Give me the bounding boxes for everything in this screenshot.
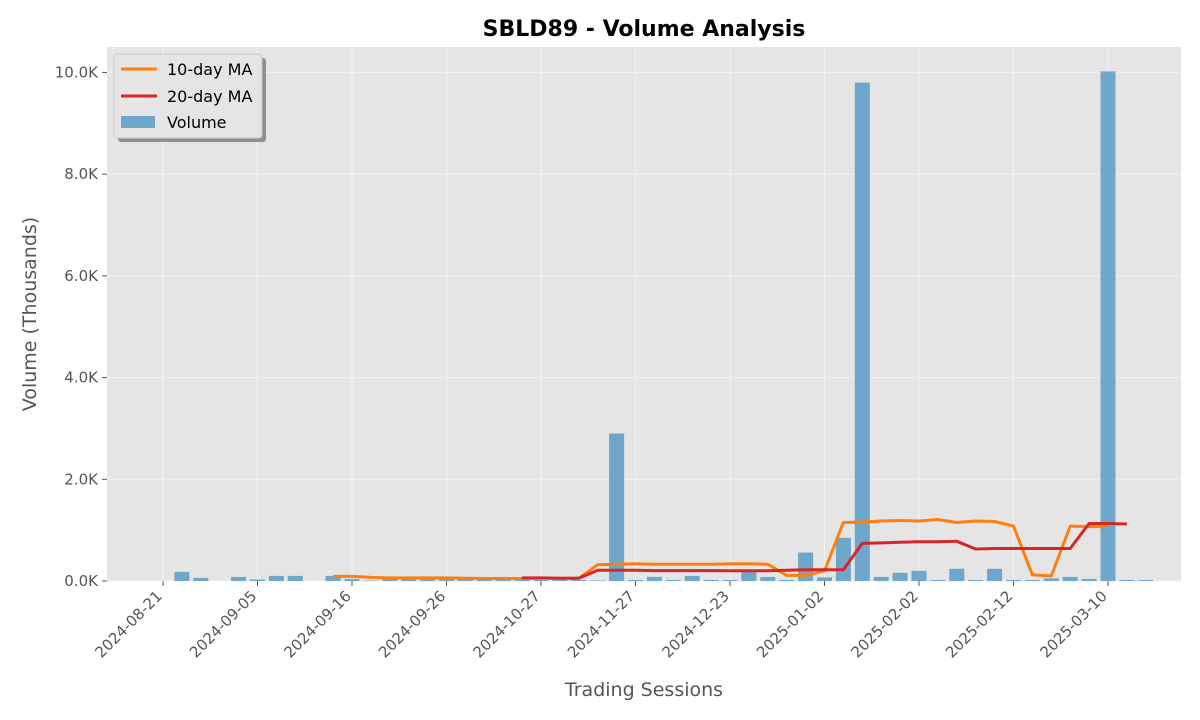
legend-swatch-volume — [121, 116, 155, 128]
volume-bar — [533, 579, 549, 581]
volume-bar — [457, 578, 473, 581]
volume-bar — [476, 579, 492, 581]
volume-bar — [646, 576, 662, 581]
volume-bar — [439, 578, 454, 581]
legend-label-10-day-ma: 10-day MA — [167, 60, 252, 79]
volume-bar — [968, 579, 984, 581]
volume-bar — [287, 575, 303, 581]
volume-bar — [930, 579, 946, 581]
plot-area — [107, 47, 1181, 581]
y-tick-label: 6.0K — [64, 267, 99, 285]
volume-bar — [401, 578, 417, 581]
y-tick-label: 8.0K — [64, 165, 99, 183]
volume-bar — [590, 580, 606, 581]
volume-bar — [1081, 578, 1097, 581]
volume-bar — [1024, 579, 1040, 581]
y-axis-ticks: 0.0K 2.0K 4.0K 6.0K 8.0K 10.0K — [55, 63, 107, 590]
volume-bar — [1119, 579, 1135, 581]
volume-bar — [665, 579, 681, 581]
volume-bar — [1062, 576, 1078, 581]
volume-bar — [344, 578, 360, 581]
x-axis-label: Trading Sessions — [564, 679, 723, 701]
volume-bar — [1043, 578, 1059, 581]
volume-bar — [571, 579, 587, 581]
volume-bar — [628, 579, 643, 581]
legend: 10-day MA 20-day MA Volume — [113, 53, 266, 142]
volume-bar — [703, 579, 719, 581]
volume-bars — [174, 71, 1154, 581]
moving-average-lines — [333, 518, 1127, 580]
volume-bar — [420, 578, 436, 581]
legend-label-volume: Volume — [167, 113, 227, 132]
volume-bar — [892, 572, 908, 581]
volume-bar — [325, 575, 341, 581]
volume-bar — [741, 571, 757, 581]
volume-bar — [854, 82, 870, 581]
volume-bar — [911, 570, 927, 581]
volume-bar — [817, 577, 832, 581]
volume-bar — [1100, 71, 1116, 581]
y-tick-label: 4.0K — [64, 369, 99, 387]
volume-bar — [949, 568, 965, 581]
volume-bar — [363, 580, 379, 581]
volume-bar — [987, 568, 1003, 581]
volume-bar — [1138, 579, 1154, 581]
volume-bar — [174, 571, 190, 581]
volume-bar — [552, 579, 568, 581]
chart-title: SBLD89 - Volume Analysis — [483, 17, 806, 42]
volume-bar — [722, 579, 738, 581]
volume-bar — [268, 575, 284, 581]
volume-bar — [231, 576, 247, 581]
volume-bar — [779, 579, 795, 581]
volume-bar — [382, 578, 398, 581]
y-tick-label: 10.0K — [55, 63, 99, 81]
ma-10-day-line — [333, 518, 1108, 580]
y-tick-label: 2.0K — [64, 470, 99, 488]
volume-bar — [193, 577, 209, 581]
volume-bar — [835, 537, 851, 581]
y-tick-label: 0.0K — [64, 572, 99, 590]
volume-bar — [495, 579, 511, 581]
y-axis-label: Volume (Thousands) — [19, 217, 41, 411]
volume-bar — [760, 576, 776, 581]
legend-label-20-day-ma: 20-day MA — [167, 87, 252, 106]
ma-20-day-line — [522, 522, 1127, 580]
volume-bar — [1006, 579, 1021, 581]
volume-bar — [873, 576, 889, 581]
volume-bar — [609, 433, 625, 581]
volume-bar — [250, 579, 265, 581]
volume-bar — [684, 575, 700, 581]
